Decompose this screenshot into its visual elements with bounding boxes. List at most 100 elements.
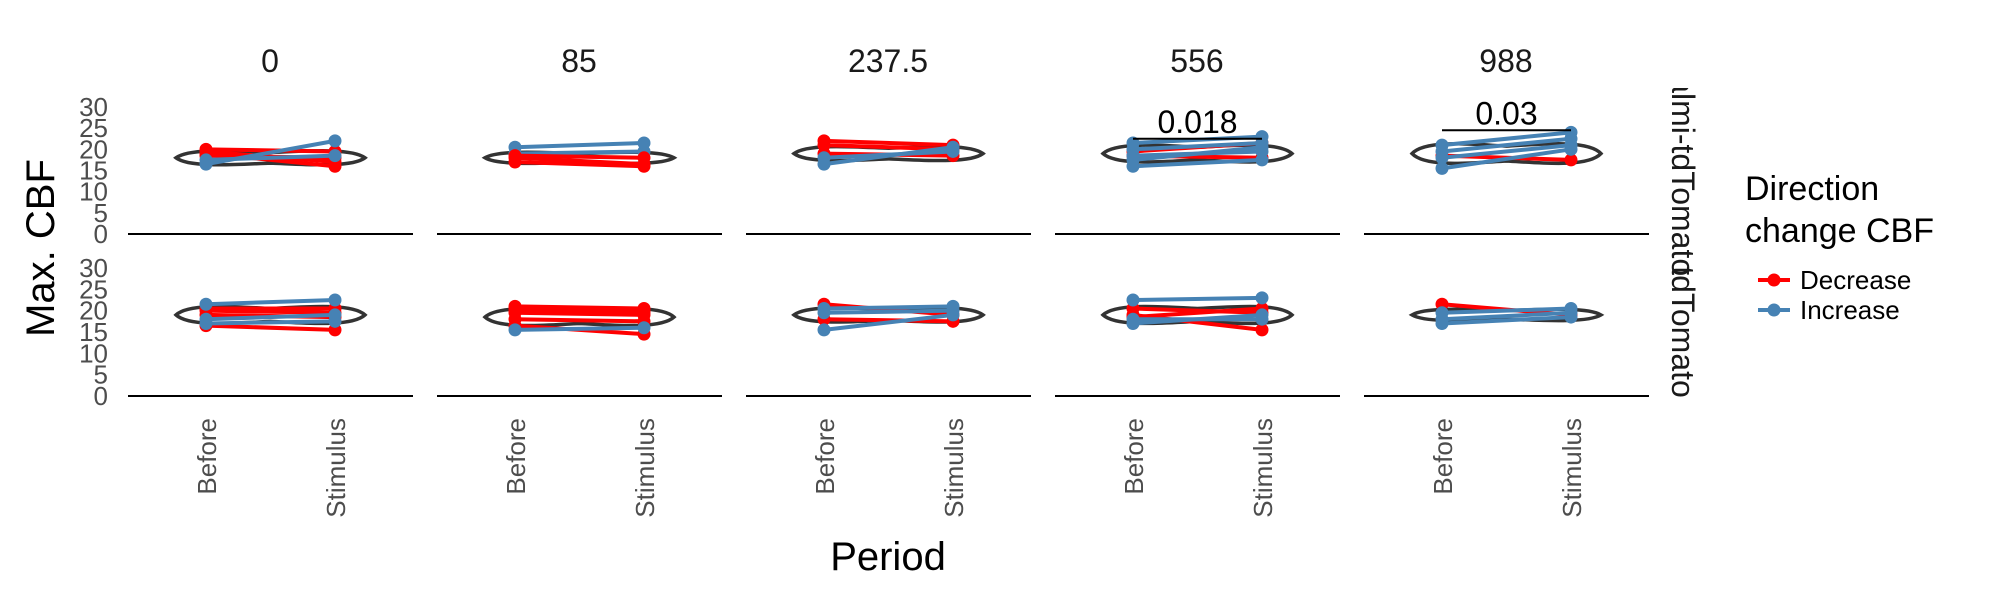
point-stimulus — [1564, 142, 1578, 156]
point-stimulus — [946, 144, 960, 158]
pair-line — [1441, 136, 1572, 154]
y-tick-label: 5 — [94, 198, 108, 228]
facet-panel — [128, 293, 413, 397]
point-before — [508, 323, 522, 337]
pair-line — [514, 140, 645, 150]
pair-line — [1441, 315, 1572, 326]
y-tick-label: 20 — [79, 296, 108, 326]
point-stimulus — [328, 293, 342, 307]
pair-line — [1132, 145, 1263, 162]
point-before — [199, 316, 213, 330]
pair-line — [514, 304, 645, 311]
facet-col-label: 988 — [1479, 43, 1532, 79]
pair-line — [1132, 306, 1263, 320]
x-tick-label: Stimulus — [321, 418, 351, 518]
pair-line — [514, 317, 645, 324]
facet-col-label: 85 — [561, 43, 597, 79]
point-stimulus — [328, 314, 342, 328]
facet-panel — [1055, 291, 1340, 397]
x-tick-label: Stimulus — [1557, 418, 1587, 518]
pair-line — [1441, 310, 1572, 322]
pair-line — [514, 155, 645, 167]
point-before — [1126, 159, 1140, 173]
legend-label: Increase — [1800, 295, 1900, 325]
pair-line — [514, 306, 645, 313]
pair-line — [823, 312, 954, 332]
y-tick-label: 20 — [79, 134, 108, 164]
pair-line — [823, 138, 954, 148]
x-axis-title: Period — [830, 535, 946, 579]
point-stimulus — [1255, 323, 1269, 337]
pair-line — [823, 304, 954, 311]
x-tick-label: Before — [1119, 418, 1149, 495]
facet-panel — [1364, 297, 1649, 397]
facet-panel: 0.03 — [1364, 95, 1649, 235]
pair-line — [514, 153, 645, 160]
pair-line — [514, 149, 645, 156]
x-tick-label: Stimulus — [939, 418, 969, 518]
pair-line — [1132, 312, 1263, 326]
pair-line — [205, 323, 336, 332]
facet-panel — [437, 299, 722, 397]
facet-row-label: tdTomato — [1665, 266, 1701, 398]
point-stimulus — [1255, 291, 1269, 305]
facet-panel: 0.018 — [1055, 104, 1340, 235]
y-tick-label: 15 — [79, 317, 108, 347]
x-tick-label: Before — [192, 418, 222, 495]
facet-col-label: 0 — [261, 43, 279, 79]
facet-panel — [746, 297, 1031, 397]
x-tick-label: Stimulus — [1248, 418, 1278, 518]
point-before — [1126, 293, 1140, 307]
pair-line — [205, 312, 336, 322]
pair-line — [1441, 147, 1572, 171]
y-tick-label: 0 — [94, 381, 108, 411]
point-before — [1435, 151, 1449, 165]
point-stimulus — [1564, 153, 1578, 167]
pair-line — [514, 325, 645, 332]
point-stimulus — [1255, 153, 1269, 167]
point-stimulus — [1255, 140, 1269, 154]
point-before — [817, 323, 831, 337]
legend-title-line-1: Direction — [1745, 170, 1879, 208]
pair-line — [514, 160, 645, 169]
point-stimulus — [1564, 310, 1578, 324]
facet-col-label: 237.5 — [848, 43, 928, 79]
point-before — [1435, 161, 1449, 175]
pair-line — [823, 149, 954, 160]
point-before — [199, 153, 213, 167]
p-value-annotation: 0.03 — [1475, 95, 1537, 131]
point-before — [1126, 316, 1140, 330]
pair-line — [1441, 143, 1572, 160]
y-tick-label: 25 — [79, 274, 108, 304]
pair-line — [823, 302, 954, 317]
pair-line — [823, 308, 954, 315]
legend-key-point — [1767, 303, 1781, 317]
pair-line — [1132, 140, 1263, 152]
legend-title-line-2: change CBF — [1745, 212, 1934, 250]
legend-label: Decrease — [1800, 265, 1911, 295]
legend-key-point — [1767, 273, 1781, 287]
y-tick-label: 30 — [79, 253, 108, 283]
facet-panel — [437, 136, 722, 235]
pair-line — [205, 147, 336, 154]
point-stimulus — [946, 308, 960, 322]
point-stimulus — [328, 134, 342, 148]
pair-line — [1132, 157, 1263, 169]
point-before — [817, 306, 831, 320]
point-before — [817, 151, 831, 165]
point-stimulus — [1255, 308, 1269, 322]
x-tick-label: Before — [501, 418, 531, 495]
y-tick-label: 5 — [94, 360, 108, 390]
facet-col-label: 556 — [1170, 43, 1223, 79]
point-stimulus — [637, 321, 651, 335]
pair-line — [1441, 130, 1572, 148]
y-axis-title: Max. CBF — [19, 159, 63, 337]
point-stimulus — [328, 149, 342, 163]
x-tick-label: Before — [1428, 418, 1458, 495]
y-tick-label: 30 — [79, 92, 108, 122]
p-value-annotation: 0.018 — [1157, 104, 1237, 140]
pair-line — [823, 317, 954, 324]
y-tick-label: 10 — [79, 338, 108, 368]
